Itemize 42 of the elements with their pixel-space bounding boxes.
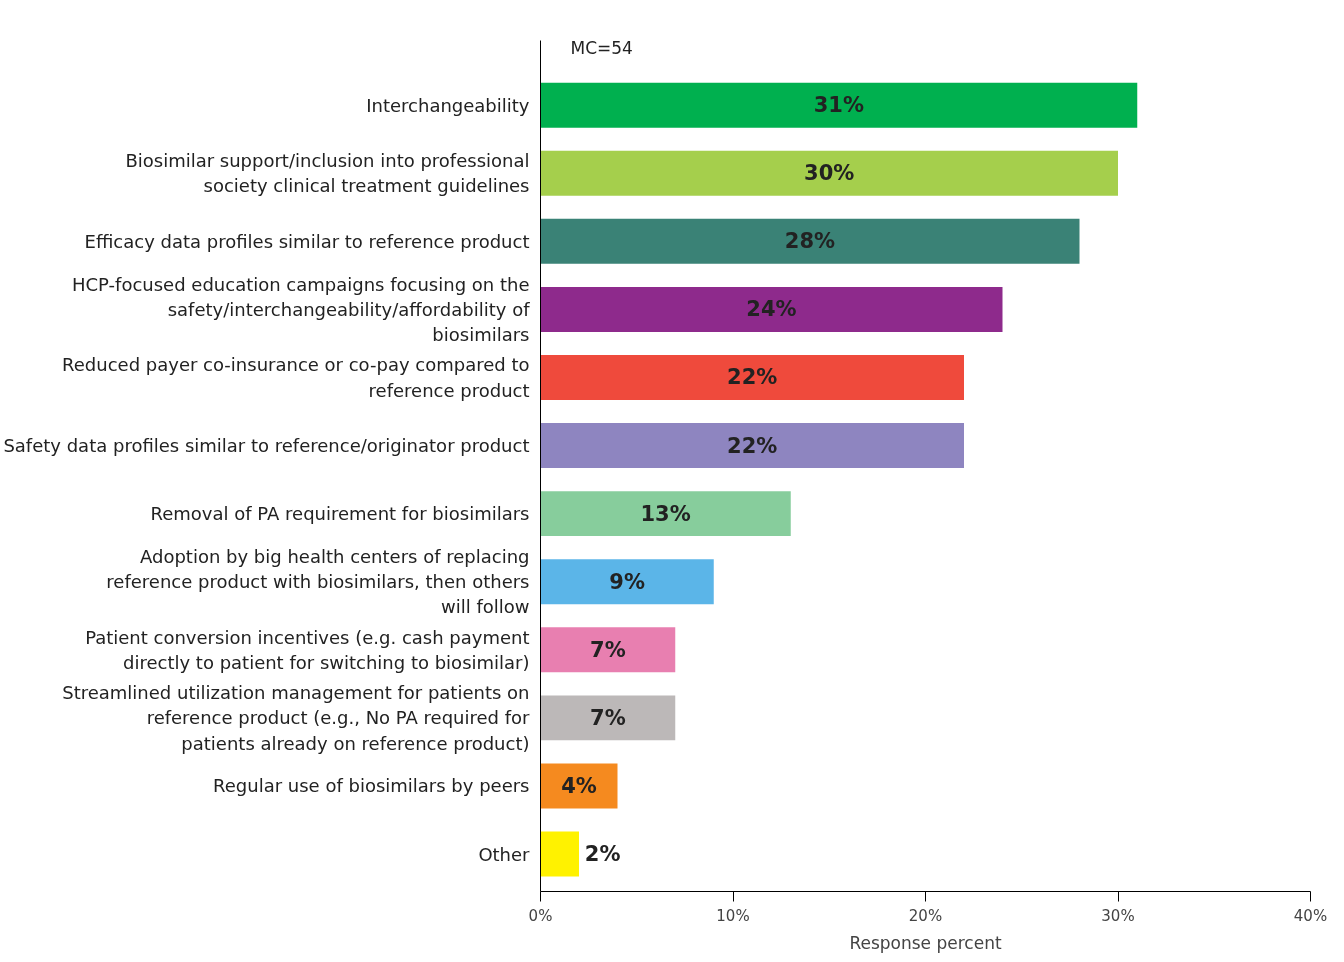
y-tick-label: HCP-focused education campaigns focusing on the safety/interchangeability/affordability of biosimilars (72, 273, 531, 346)
bar (540, 150, 1118, 196)
data-label: 22% (727, 433, 778, 458)
data-label: 31% (813, 93, 865, 118)
x-tick-label: 30% (1101, 906, 1135, 925)
data-label: 28% (784, 229, 836, 254)
data-label: 22% (727, 365, 778, 390)
bar (540, 423, 964, 469)
y-tick-label: Interchangeability (366, 94, 530, 116)
data-label: 24% (746, 297, 797, 322)
data-label: 7% (590, 637, 626, 662)
y-tick-label: Patient conversion incentives (e.g. cash payment directly to patient for switching to biosimilar) (85, 626, 530, 673)
bar (540, 831, 579, 877)
y-tick-label: Biosimilar support/inclusion into professional society clinical treatment guidelines (125, 150, 530, 197)
x-tick-label: 20% (908, 906, 943, 925)
data-label: 9% (609, 569, 645, 594)
y-tick-label: Other (478, 843, 531, 865)
x-tick-label: 0% (528, 906, 553, 925)
x-axis-title: Response percent (849, 932, 1002, 953)
data-label: 2% (584, 842, 621, 867)
x-tick-label: 10% (716, 906, 750, 925)
bar (540, 218, 1080, 264)
y-tick-label: Safety data profiles similar to reference/originator product (3, 435, 530, 457)
bar (540, 627, 676, 673)
bar (540, 695, 676, 741)
y-tick-label: Adoption by big health centers of replacing reference product with biosimilars, then others will follow (106, 546, 530, 618)
y-tick-label: Streamlined utilization management for patients on reference product (e.g., No PA required for patients already on reference product) (62, 682, 531, 754)
data-label: 4% (561, 773, 597, 798)
x-tick-label: 40% (1293, 906, 1328, 925)
y-tick-label: Efficacy data profiles similar to reference product (84, 230, 530, 252)
y-tick-label: Removal of PA requirement for biosimilars (150, 503, 530, 525)
data-label: 7% (590, 705, 626, 730)
bar (540, 355, 964, 400)
y-tick-label: Reduced payer co-insurance or co-pay compared to reference product (62, 354, 530, 401)
bar (540, 82, 1138, 128)
bar (540, 491, 791, 537)
data-label: 30% (804, 161, 855, 186)
y-tick-label: Regular use of biosimilars by peers (213, 775, 530, 797)
data-label: 13% (640, 501, 691, 526)
annotation: MC=54 (570, 38, 633, 59)
bar (540, 559, 714, 605)
bar (540, 286, 1003, 332)
